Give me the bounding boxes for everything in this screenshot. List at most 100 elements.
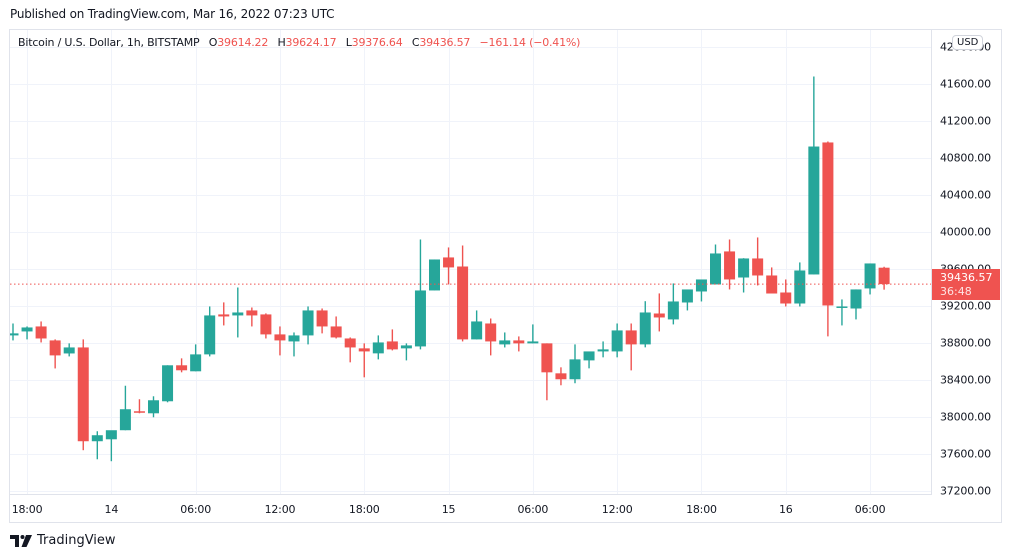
candle <box>400 343 412 361</box>
time-tick: 18:00 <box>686 503 717 516</box>
time-tick: 06:00 <box>517 503 549 516</box>
candle <box>302 306 314 345</box>
candle <box>653 293 665 332</box>
candle <box>443 247 455 285</box>
candle <box>21 326 33 340</box>
candle <box>485 318 497 356</box>
candle <box>499 332 511 348</box>
candle <box>218 302 230 326</box>
open-value: 39614.22 <box>217 36 269 49</box>
time-tick: 12:00 <box>601 503 633 516</box>
time-tick: 06:00 <box>854 503 886 516</box>
candle <box>204 306 216 357</box>
candle <box>667 283 679 325</box>
candle <box>583 351 595 369</box>
candle <box>611 323 623 358</box>
published-note: Published on TradingView.com, Mar 16, 20… <box>10 7 335 21</box>
candle <box>541 343 553 401</box>
low-value: 39376.64 <box>351 36 403 49</box>
candle <box>822 141 834 337</box>
symbol-title[interactable]: Bitcoin / U.S. Dollar, 1h, BITSTAMP <box>18 36 200 49</box>
close-value: 39436.57 <box>419 36 471 49</box>
candle <box>288 332 300 357</box>
candle <box>372 335 384 360</box>
time-tick: 18:00 <box>348 503 380 516</box>
price-axis[interactable]: 37200.00 37600.00 38000.00 38400.00 38800.00… <box>932 30 1002 498</box>
tradingview-logo-icon <box>10 534 32 547</box>
candle <box>639 301 651 348</box>
candle <box>344 337 356 363</box>
open-label: O <box>208 36 218 49</box>
candle <box>780 279 792 307</box>
candle <box>330 316 342 339</box>
symbol-legend: Bitcoin / U.S. Dollar, 1h, BITSTAMP O396… <box>18 36 580 49</box>
high-label: H <box>277 36 286 49</box>
candle <box>527 324 539 344</box>
last-price-value: 39436.57 <box>940 271 993 285</box>
candle <box>864 263 876 295</box>
candle <box>597 341 609 358</box>
price-tick: 38400.00 <box>940 373 991 387</box>
candle <box>471 310 483 340</box>
candle <box>752 237 764 286</box>
high-value: 39624.17 <box>285 36 337 49</box>
candle <box>513 336 525 352</box>
time-tick: 06:00 <box>180 503 211 516</box>
candle <box>91 431 103 460</box>
candle <box>625 323 637 371</box>
candle <box>555 367 567 386</box>
axis-corner <box>932 495 1002 522</box>
candle <box>63 343 75 357</box>
price-tick: 40400.00 <box>940 188 991 202</box>
candle <box>457 245 469 342</box>
candle <box>49 339 61 369</box>
price-plot-area[interactable]: Bitcoin / U.S. Dollar, 1h, BITSTAMP O396… <box>10 30 932 495</box>
price-tick: 38800.00 <box>940 336 991 350</box>
time-tick: 15 <box>441 503 456 516</box>
bar-countdown: 36:48 <box>940 285 972 299</box>
time-tick: 12:00 <box>264 503 296 516</box>
candle <box>386 329 398 351</box>
time-axis[interactable]: 18:00 14 06:00 12:00 18:00 15 06:00 12:00 18:00 1… <box>10 495 932 522</box>
candle <box>358 343 370 378</box>
candle <box>429 259 440 291</box>
candle <box>148 396 159 418</box>
price-tick: 40000.00 <box>940 225 991 239</box>
candle <box>190 344 202 372</box>
candle <box>133 399 145 414</box>
time-tick: 14 <box>104 503 119 516</box>
brand-name: TradingView <box>37 533 116 548</box>
close-label: C <box>411 36 420 49</box>
price-tick: 41600.00 <box>940 77 991 91</box>
price-tick: 37200.00 <box>940 484 991 498</box>
candle <box>246 307 258 327</box>
candle <box>878 266 890 290</box>
candle <box>176 358 188 373</box>
price-tick: 41200.00 <box>940 114 991 128</box>
candle <box>850 289 862 320</box>
candle <box>710 244 721 285</box>
candle <box>695 279 707 302</box>
low-label: L <box>345 36 352 49</box>
candle <box>119 385 131 431</box>
chart-container[interactable]: Bitcoin / U.S. Dollar, 1h, BITSTAMP O396… <box>9 29 1002 523</box>
candle <box>794 262 806 307</box>
time-tick: 16 <box>778 503 793 516</box>
candle <box>414 239 426 350</box>
tradingview-brand: TradingView <box>10 533 116 548</box>
last-price-label: 39436.57 36:48 <box>932 269 1000 301</box>
candle <box>232 287 244 338</box>
currency-badge[interactable]: USD <box>952 35 984 50</box>
candle <box>10 323 19 341</box>
candle <box>162 365 174 403</box>
candle <box>260 313 272 339</box>
candle <box>35 321 47 343</box>
candle <box>836 299 848 326</box>
candle <box>724 239 736 290</box>
price-tick: 40800.00 <box>940 151 991 165</box>
candle <box>316 308 328 334</box>
candle <box>569 344 581 384</box>
price-tick: 38000.00 <box>940 410 991 424</box>
time-tick: 18:00 <box>11 503 43 516</box>
price-tick: 37600.00 <box>940 447 991 461</box>
